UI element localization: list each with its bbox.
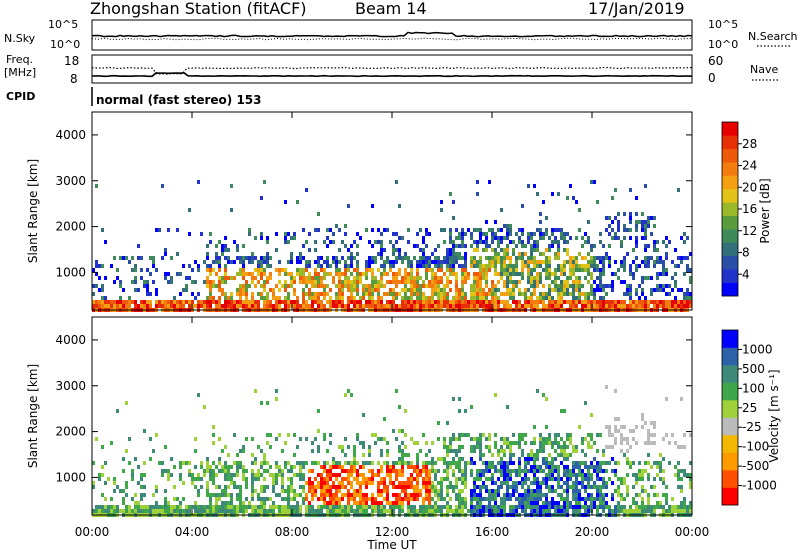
nave-tick-top: 60 (708, 54, 723, 68)
y-tick-label: 2000 (55, 425, 86, 439)
y-tick-label: 2000 (55, 220, 86, 234)
y-tick-label: 4000 (55, 128, 86, 142)
colorbar-swatch (722, 242, 738, 257)
colorbar-swatch (722, 470, 738, 488)
x-tick-label: 00:00 (675, 525, 710, 539)
colorbar-swatch (722, 135, 738, 150)
velocity-ylabel: Slant Range [km] (26, 364, 40, 468)
colorbar-tick-label: -100 (742, 440, 769, 454)
velocity-colorbar-label: Velocity [m s⁻¹] (767, 369, 781, 462)
power-colorbar: 28 24 20 16 12 8 4 (721, 121, 757, 297)
x-tick-label: 16:00 (475, 525, 510, 539)
y-tick-label: 3000 (55, 174, 86, 188)
colorbar-tick-label: 16 (742, 202, 757, 216)
freq-series-line (91, 71, 693, 78)
y-tick-label: 1000 (55, 265, 86, 279)
cpid-label: CPID (6, 90, 35, 103)
velocity-heatmap-cells (92, 385, 692, 517)
colorbar-tick-label: 12 (742, 224, 757, 238)
colorbar-swatch (722, 188, 738, 203)
power-heatmap-cells (92, 180, 692, 312)
colorbar-swatch (722, 229, 738, 243)
nsky-tick-bottom: 10^0 (50, 38, 80, 51)
colorbar-swatch (722, 162, 738, 176)
colorbar-swatch (722, 347, 738, 366)
colorbar-tick-label: -1000 (742, 479, 777, 493)
colorbar-tick-label: 25 (742, 401, 757, 415)
velocity-colorbar: 1000 500 100 25 -25 -100 -500 -1000 (721, 329, 777, 506)
nsearch-tick-bottom: 10^0 (708, 38, 738, 51)
colorbar-swatch (722, 382, 738, 401)
freq-unit-label: [MHz] (4, 66, 36, 79)
x-tick-label: 00:00 (75, 525, 110, 539)
freq-tick-top: 18 (64, 54, 79, 68)
nsky-label: N.Sky (4, 32, 36, 45)
xaxis-label: Time UT (366, 538, 417, 552)
power-colorbar-label: Power [dB] (758, 178, 772, 243)
colorbar-swatch (722, 269, 738, 283)
nsky-panel: N.Sky 10^5 10^0 10^5 10^0 N.Search (4, 18, 798, 51)
x-tick-label: 04:00 (175, 525, 210, 539)
velocity-panel: 4000 3000 2000 1000 Slant Range [km] 1000 50… (26, 316, 781, 517)
colorbar-tick-label: 24 (742, 159, 757, 173)
colorbar-swatch (722, 330, 738, 348)
colorbar-tick-label: 8 (742, 246, 750, 260)
colorbar-swatch (722, 122, 738, 136)
colorbar-swatch (722, 202, 738, 216)
power-panel: 4000 3000 2000 1000 Slant Range [km] 28 24 20… (26, 111, 772, 312)
colorbar-swatch (722, 487, 738, 506)
nsearch-label: N.Search (748, 30, 798, 43)
x-tick-label: 20:00 (575, 525, 610, 539)
colorbar-swatch (722, 255, 738, 270)
cpid-panel: CPID normal (fast stereo) 153 (6, 87, 262, 107)
colorbar-swatch (722, 435, 738, 453)
colorbar-tick-label: 500 (742, 362, 765, 376)
x-tick-label: 08:00 (275, 525, 310, 539)
nsearch-tick-top: 10^5 (708, 18, 738, 31)
colorbar-tick-label: 28 (742, 137, 757, 151)
x-tick-label: 12:00 (375, 525, 410, 539)
nsky-series-line (91, 31, 693, 38)
y-tick-label: 1000 (55, 470, 86, 484)
colorbar-swatch (722, 282, 738, 297)
colorbar-swatch (722, 215, 738, 230)
colorbar-tick-label: -500 (742, 459, 769, 473)
nsearch-series-line (91, 37, 693, 41)
nave-series-line (91, 66, 692, 75)
nave-label: Nave (750, 63, 778, 76)
freq-tick-bottom: 8 (70, 72, 78, 86)
colorbar-swatch (722, 400, 738, 418)
colorbar-swatch (722, 148, 738, 163)
power-ylabel: Slant Range [km] (26, 159, 40, 263)
beam-label: Beam 14 (355, 0, 427, 18)
colorbar-swatch (722, 417, 738, 436)
station-title: Zhongshan Station (fitACF) (90, 0, 307, 18)
date-label: 17/Jan/2019 (588, 0, 685, 18)
colorbar-swatch (722, 365, 738, 383)
freq-panel: Freq. [MHz] 18 8 60 0 Nave (4, 53, 780, 86)
colorbar-tick-label: 20 (742, 180, 757, 194)
colorbar-tick-label: 100 (742, 381, 765, 395)
freq-label: Freq. (6, 53, 33, 66)
colorbar-tick-label: 4 (742, 267, 750, 281)
colorbar-swatch (722, 452, 738, 471)
nave-tick-bottom: 0 (708, 71, 716, 85)
colorbar-swatch (722, 175, 738, 190)
colorbar-tick-label: 1000 (742, 342, 773, 356)
y-tick-label: 3000 (55, 379, 86, 393)
y-tick-label: 4000 (55, 333, 86, 347)
time-axis: 00:00 04:00 08:00 12:00 16:00 20:00 00:00 (75, 112, 710, 539)
cpid-text: normal (fast stereo) 153 (96, 93, 262, 107)
nsky-tick-top: 10^5 (48, 18, 78, 31)
colorbar-tick-label: -25 (742, 420, 762, 434)
